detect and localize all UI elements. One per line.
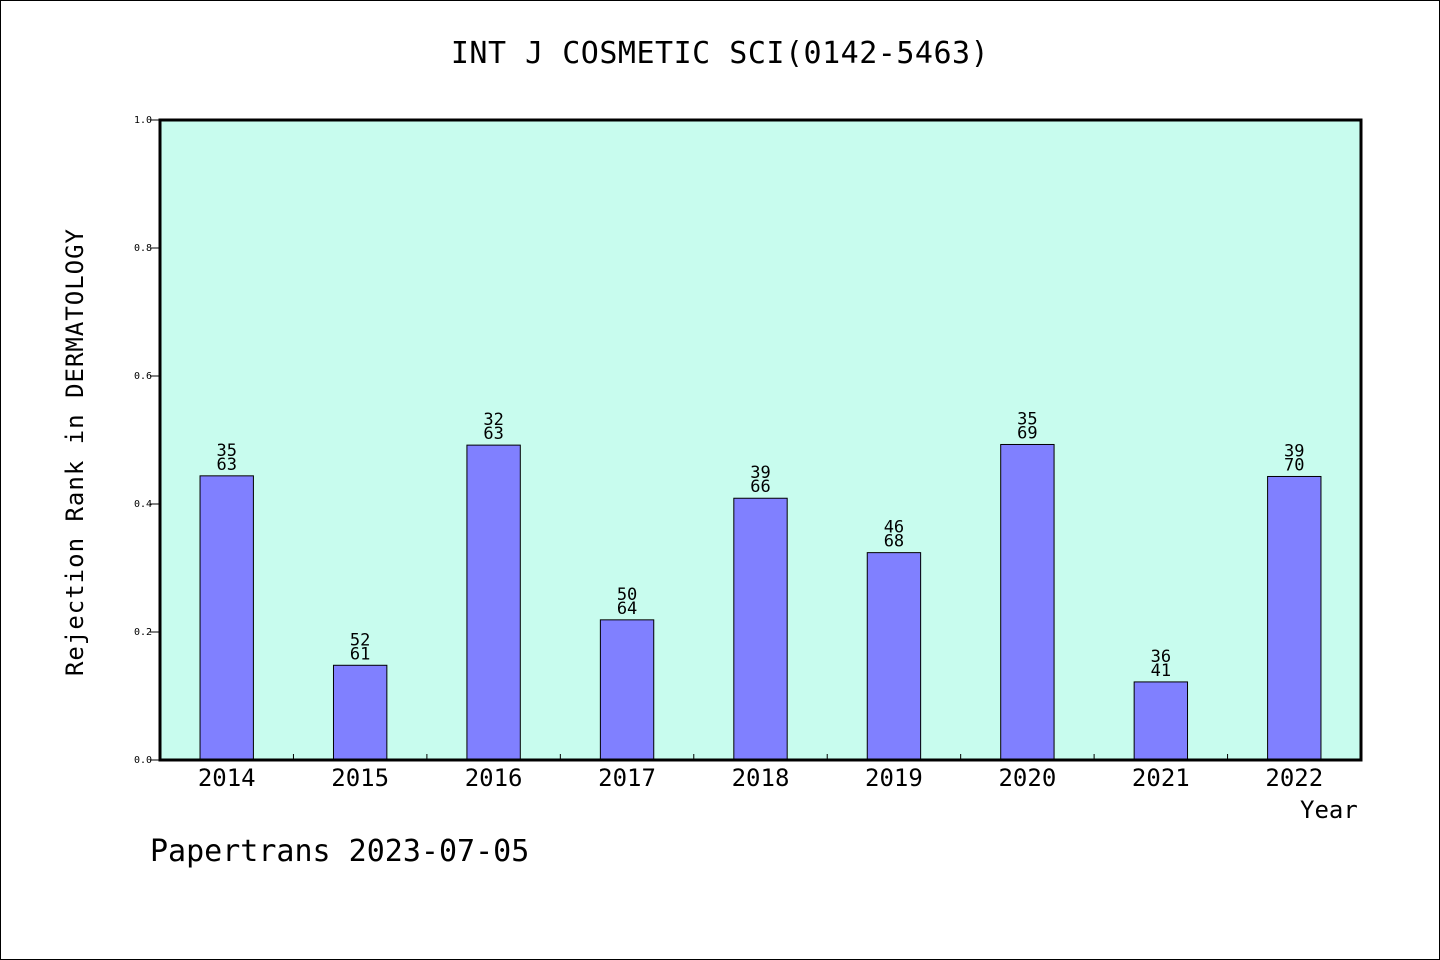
plot-border	[158, 118, 1363, 762]
bar-label-bottom: 70	[1284, 455, 1304, 475]
bar-label-top: 32	[483, 410, 503, 430]
y-tick-label: 0.4	[134, 499, 152, 510]
bar	[599, 619, 655, 761]
bar	[332, 664, 388, 761]
y-tick-label: 1.0	[134, 115, 152, 126]
bar-label-top: 39	[750, 463, 770, 483]
bar-label-top: 46	[884, 518, 904, 538]
bar	[1267, 475, 1322, 761]
bar-label-top: 39	[1284, 441, 1304, 461]
bar-label-bottom: 63	[483, 424, 503, 444]
x-tick-label: 2019	[865, 764, 923, 792]
y-tick-label: 0.0	[134, 755, 152, 766]
bar-label-top: 52	[350, 630, 370, 650]
x-tick-label: 2018	[732, 764, 790, 792]
x-tick-label: 2020	[998, 764, 1056, 792]
bar	[866, 552, 922, 761]
bar	[466, 444, 521, 761]
footer-watermark: Papertrans 2023-07-05	[150, 834, 530, 869]
chart-title: INT J COSMETIC SCI(0142-5463)	[450, 36, 990, 71]
bar-label-bottom: 63	[216, 455, 236, 475]
bar-label-bottom: 64	[617, 599, 637, 619]
bar	[199, 475, 254, 761]
bar-label-bottom: 69	[1017, 423, 1037, 443]
bar-label-top: 36	[1151, 647, 1171, 667]
x-tick-label: 2016	[465, 764, 523, 792]
x-tick-label: 2015	[331, 764, 389, 792]
x-axis-label: Year	[1300, 796, 1358, 824]
bar-label-bottom: 66	[750, 477, 770, 497]
x-tick-label: 2017	[598, 764, 656, 792]
x-tick-label: 2022	[1265, 764, 1323, 792]
x-tick-label: 2014	[198, 764, 256, 792]
bar-label-top: 50	[617, 585, 637, 605]
bar-label-top: 35	[1017, 409, 1037, 429]
y-tick-label: 0.6	[134, 371, 152, 382]
y-tick-label: 0.8	[134, 243, 152, 254]
y-tick-label: 0.2	[134, 627, 152, 638]
bar-label-bottom: 61	[350, 644, 370, 664]
bar-label-top: 35	[216, 441, 236, 461]
bar-label-bottom: 68	[884, 532, 904, 552]
bar	[1133, 681, 1189, 761]
bar	[733, 497, 788, 761]
x-tick-label: 2021	[1132, 764, 1190, 792]
bar	[1000, 443, 1055, 761]
bar-label-bottom: 41	[1151, 661, 1171, 681]
